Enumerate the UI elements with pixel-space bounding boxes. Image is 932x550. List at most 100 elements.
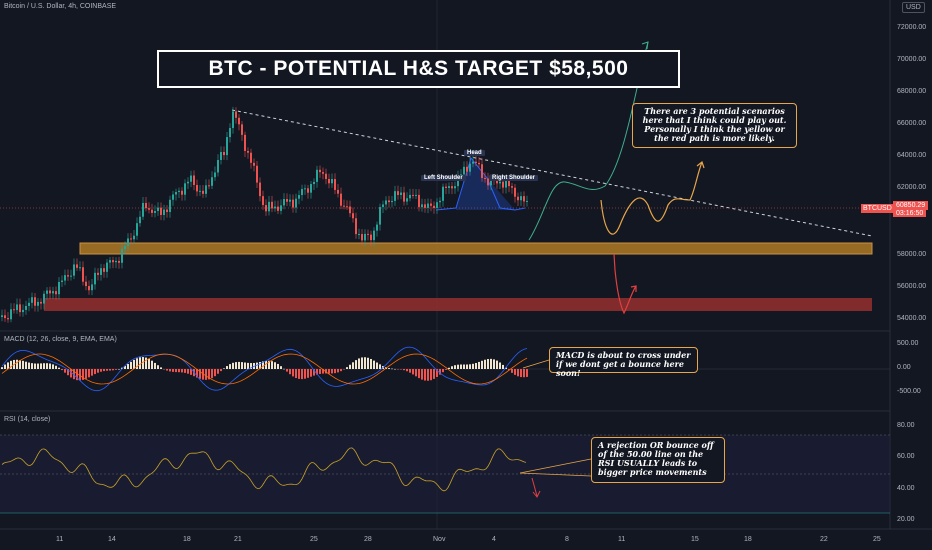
candle-body (103, 268, 105, 272)
trend-line[interactable] (231, 109, 873, 237)
macd-bar (214, 369, 216, 377)
price-axis-tick: 68000.00 (897, 88, 927, 95)
macd-bar (490, 358, 492, 369)
candle-body (178, 190, 180, 193)
rsi-note-connector (519, 458, 592, 474)
left-shoulder-label[interactable]: Left Shoulder (421, 175, 466, 181)
macd-bar (391, 368, 393, 370)
candle-body (307, 188, 309, 193)
candle-body (256, 165, 258, 183)
rsi-axis-tick: 20.00 (897, 516, 915, 523)
candle-body (4, 315, 6, 319)
last-price-tag: BTCUSD 60850.29 03:16:50 (861, 201, 932, 218)
macd-bar (352, 362, 354, 369)
macd-bar (4, 364, 6, 369)
candle-body (286, 199, 288, 202)
time-axis-tick: 15 (691, 536, 699, 543)
rsi-axis-tick: 40.00 (897, 485, 915, 492)
candle-body (466, 166, 468, 172)
macd-bar (469, 364, 471, 369)
macd-bar (67, 369, 69, 376)
macd-bar (286, 369, 288, 372)
right-shoulder-label[interactable]: Right Shoulder (489, 175, 538, 181)
macd-bar (37, 363, 39, 369)
rsi-pane-label[interactable]: RSI (14, close) (4, 416, 51, 423)
price-axis-tick: 58000.00 (897, 251, 927, 258)
macd-pane-label[interactable]: MACD (12, 26, close, 9, EMA, EMA) (4, 336, 117, 343)
candle-body (487, 178, 489, 186)
candle-body (88, 286, 90, 291)
candle-body (310, 184, 312, 193)
candle-body (304, 188, 306, 190)
macd-bar (508, 369, 510, 371)
time-axis-tick: 14 (108, 536, 116, 543)
macd-bar (235, 362, 237, 369)
macd-bar (244, 362, 246, 369)
candle-body (199, 190, 201, 192)
symbol-description[interactable]: Bitcoin / U.S. Dollar, 4h, COINBASE (4, 3, 117, 10)
time-axis-tick: 8 (565, 536, 569, 543)
candle-body (481, 164, 483, 179)
macd-axis-tick: 0.00 (897, 364, 911, 371)
macd-bar (484, 359, 486, 369)
macd-bar (115, 369, 117, 370)
candle-body (94, 272, 96, 285)
macd-bar (139, 357, 141, 369)
candle-body (451, 186, 453, 189)
macd-bar (10, 360, 12, 369)
macd-bar (457, 364, 459, 369)
time-axis-tick: 28 (364, 536, 372, 543)
candle-body (10, 309, 12, 320)
head-label[interactable]: Head (464, 150, 485, 156)
green-arrow-head (641, 41, 649, 50)
support-zone[interactable] (79, 242, 873, 255)
candle-body (295, 198, 297, 208)
currency-badge[interactable]: USD (902, 2, 925, 13)
macd-bar (43, 363, 45, 369)
candle-body (505, 179, 507, 188)
yellow-scenario-path[interactable] (600, 161, 703, 235)
candle-body (124, 246, 126, 249)
candle-body (511, 186, 513, 188)
macd-bar (331, 369, 333, 374)
macd-bar (409, 369, 411, 373)
hs-pattern-line[interactable] (435, 156, 526, 211)
macd-note[interactable]: MACD is about to cross under if we dont … (549, 347, 698, 378)
candle-body (406, 198, 408, 202)
candle-body (232, 111, 234, 129)
candle-body (361, 234, 363, 241)
candle-body (157, 207, 159, 212)
macd-bar (517, 369, 519, 377)
chart-title[interactable]: BTC - POTENTIAL H&S TARGET $58,500 (157, 50, 680, 88)
candle-body (376, 224, 378, 231)
macd-bar (397, 369, 399, 370)
candle-body (460, 174, 462, 176)
macd-bar (259, 362, 261, 369)
candle-body (397, 191, 399, 195)
candle-body (352, 213, 354, 219)
candle-body (187, 181, 189, 184)
time-axis-tick: 18 (183, 536, 191, 543)
rsi-note[interactable]: A rejection OR bounce off of the 50.00 l… (591, 437, 725, 483)
candle-body (91, 284, 93, 291)
macd-bar (475, 362, 477, 369)
macd-bar (322, 369, 324, 374)
candles (1, 106, 528, 323)
scenarios-note[interactable]: There are 3 potential scenarios here tha… (632, 103, 797, 148)
target-zone[interactable] (44, 298, 872, 311)
candle-body (301, 188, 303, 196)
red-scenario-path[interactable] (613, 253, 637, 315)
macd-bar (178, 369, 180, 373)
macd-bar (103, 369, 105, 372)
time-axis-tick: 25 (873, 536, 881, 543)
candle-body (475, 161, 477, 163)
macd-bar (163, 369, 165, 370)
candle-body (463, 166, 465, 175)
macd-bar (58, 367, 60, 369)
macd-bar (289, 369, 291, 375)
candle-body (337, 189, 339, 194)
candle-body (502, 181, 504, 188)
macd-bar (283, 368, 285, 370)
macd-bar (157, 365, 159, 369)
